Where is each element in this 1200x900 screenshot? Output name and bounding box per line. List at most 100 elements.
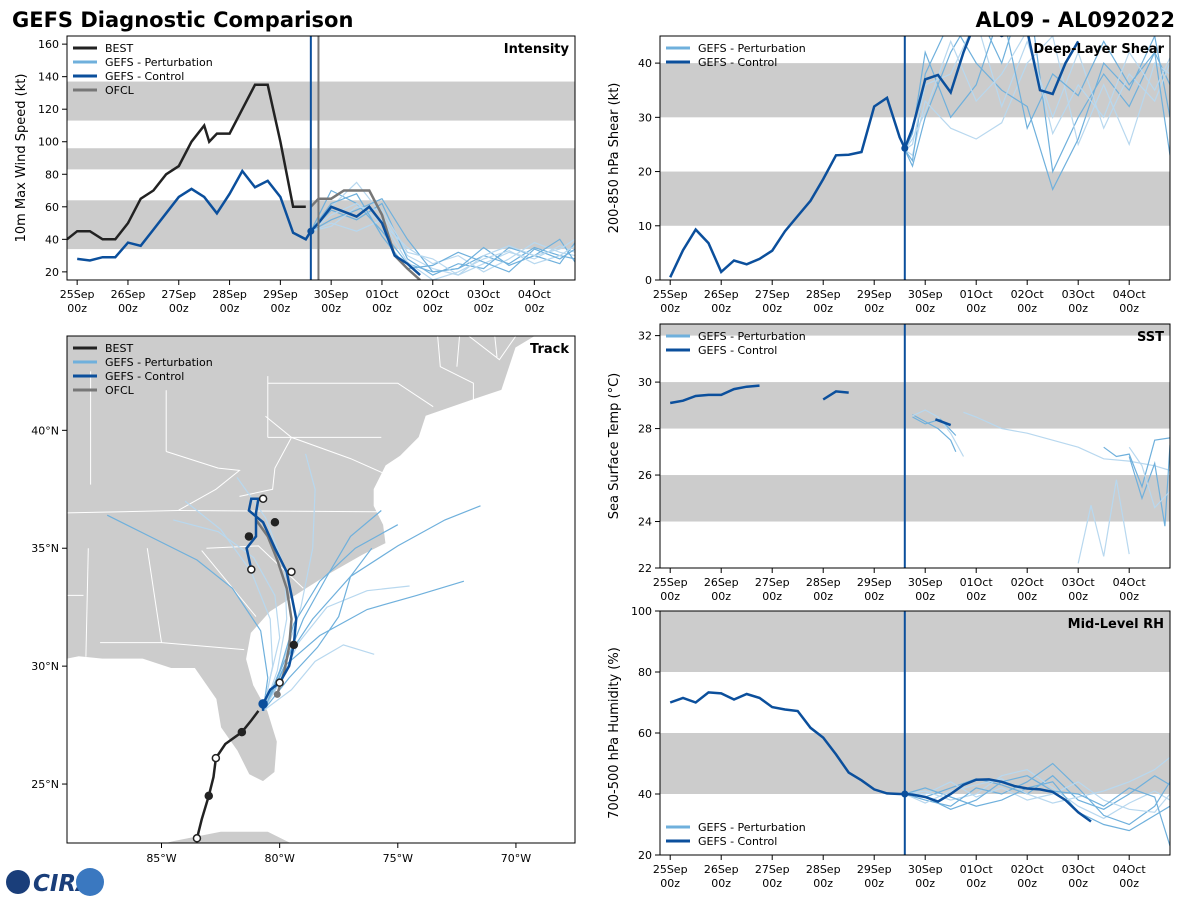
rh-ytick-label: 100 <box>631 605 652 618</box>
sst-perturbation-line-0 <box>912 414 957 453</box>
shear-xtick-sublabel: 00z <box>1017 302 1037 315</box>
shear-ytick-label: 10 <box>638 220 652 233</box>
intensity-xtick-label: 03Oct <box>467 288 501 301</box>
rh-ytick-label: 40 <box>638 788 652 801</box>
shear-xtick-sublabel: 00z <box>915 302 935 315</box>
track-ofcl-marker <box>273 690 281 698</box>
track-ytick-label: 40°N <box>31 424 59 437</box>
sst-control-segment-0 <box>669 384 760 405</box>
track-control-marker <box>247 565 256 574</box>
sst-control-segment-2 <box>934 418 952 427</box>
shear-control-line <box>669 36 1080 278</box>
track-best-marker <box>237 727 247 737</box>
rh-xtick-label: 01Oct <box>960 863 994 876</box>
legend-label-best: BEST <box>105 342 133 355</box>
track-xtick-label: 75°W <box>383 852 413 865</box>
rh-xtick-label: 04Oct <box>1113 863 1147 876</box>
rh-ytick-label: 20 <box>638 849 652 862</box>
sst-ytick-label: 22 <box>638 562 652 575</box>
state-border-17 <box>494 336 498 358</box>
intensity-perturbation-line-5 <box>310 219 575 280</box>
rh-band-1 <box>660 611 1170 672</box>
intensity-perturbation-line-2 <box>310 202 575 276</box>
sst-ylabel: Sea Surface Temp (°C) <box>607 373 622 520</box>
intensity-xtick-sublabel: 00z <box>169 302 189 315</box>
sst-xtick-label: 03Oct <box>1062 576 1096 589</box>
shear-perturbation-line-2 <box>904 36 1170 191</box>
legend-label-control: GEFS - Control <box>105 70 184 83</box>
intensity-xtick-sublabel: 00z <box>270 302 290 315</box>
rh-xtick-sublabel: 00z <box>711 877 731 890</box>
rh-panel: 2040608010025Sep00z26Sep00z27Sep00z28Sep… <box>607 605 1171 890</box>
state-border-0 <box>85 548 89 657</box>
sst-xtick-label: 01Oct <box>960 576 994 589</box>
rh-xtick-label: 27Sep <box>755 863 790 876</box>
legend-label-ofcl: OFCL <box>105 84 135 97</box>
cira-logo-swirl-icon <box>6 870 30 894</box>
shear-xtick-sublabel: 00z <box>813 302 833 315</box>
rh-band-0 <box>660 733 1170 794</box>
intensity-ofcl-line <box>309 189 421 280</box>
intensity-xtick-label: 04Oct <box>518 288 552 301</box>
shear-xtick-label: 27Sep <box>755 288 790 301</box>
rh-perturbation-line-5 <box>904 756 1170 804</box>
rh-xtick-label: 30Sep <box>908 863 943 876</box>
shear-xtick-label: 04Oct <box>1113 288 1147 301</box>
intensity-perturbation-line-7 <box>310 206 575 276</box>
track-panel-title: Track <box>530 342 569 357</box>
rh-xtick-sublabel: 00z <box>762 877 782 890</box>
track-control-marker <box>258 699 268 709</box>
state-border-8 <box>265 415 394 478</box>
track-perturbation-line-9 <box>236 477 288 712</box>
sst-xtick-sublabel: 00z <box>660 590 680 603</box>
sst-perturbation-line-2 <box>912 416 957 436</box>
shear-ytick-label: 20 <box>638 166 652 179</box>
shear-perturbation-line-1 <box>904 36 1170 157</box>
rh-xtick-label: 26Sep <box>704 863 739 876</box>
sst-xtick-label: 04Oct <box>1113 576 1147 589</box>
shear-ytick-label: 30 <box>638 111 652 124</box>
sst-xtick-label: 02Oct <box>1011 576 1045 589</box>
track-best-marker <box>204 791 214 801</box>
sst-xtick-sublabel: 00z <box>1119 590 1139 603</box>
intensity-perturbation-line-6 <box>310 193 575 273</box>
sst-perturbation-line-7 <box>1128 446 1170 509</box>
track-xtick-label: 80°W <box>264 852 294 865</box>
shear-ytick-label: 0 <box>645 274 652 287</box>
shear-xtick-sublabel: 00z <box>660 302 680 315</box>
legend-label-control: GEFS - Control <box>698 344 777 357</box>
intensity-best-line <box>67 83 306 241</box>
intensity-xtick-label: 28Sep <box>212 288 247 301</box>
rh-plot-area <box>660 611 1170 855</box>
intensity-xtick-sublabel: 00z <box>67 302 87 315</box>
track-frame <box>66 335 576 844</box>
shear-xtick-label: 26Sep <box>704 288 739 301</box>
rh-perturbation-line-6 <box>904 775 1170 847</box>
intensity-xtick-label: 01Oct <box>365 288 399 301</box>
intensity-band-2 <box>67 81 575 121</box>
sst-xtick-sublabel: 00z <box>711 590 731 603</box>
sst-xtick-sublabel: 00z <box>864 590 884 603</box>
legend-label-perturbation: GEFS - Perturbation <box>698 821 806 834</box>
shear-perturbation-line-4 <box>904 36 1170 156</box>
shear-xtick-sublabel: 00z <box>711 302 731 315</box>
rh-ytick-label: 80 <box>638 666 652 679</box>
track-control-marker <box>270 518 280 527</box>
sst-xtick-sublabel: 00z <box>1017 590 1037 603</box>
intensity-panel-title: Intensity <box>504 42 570 57</box>
track-ytick-label: 35°N <box>31 542 59 555</box>
land-polygon-2 <box>467 336 517 361</box>
sst-xtick-label: 30Sep <box>908 576 943 589</box>
shear-perturbation-line-5 <box>904 36 1170 151</box>
state-border-14 <box>166 451 219 469</box>
state-border-1 <box>146 548 162 643</box>
legend-label-control: GEFS - Control <box>698 835 777 848</box>
track-perturbation-line-4 <box>262 580 465 712</box>
shear-xtick-label: 28Sep <box>806 288 841 301</box>
intensity-ytick-label: 40 <box>45 233 59 246</box>
sst-xtick-sublabel: 00z <box>1068 590 1088 603</box>
storm-identifier: AL09 - AL092022 <box>976 8 1176 32</box>
intensity-xtick-label: 29Sep <box>263 288 298 301</box>
intensity-band-1 <box>67 148 575 170</box>
